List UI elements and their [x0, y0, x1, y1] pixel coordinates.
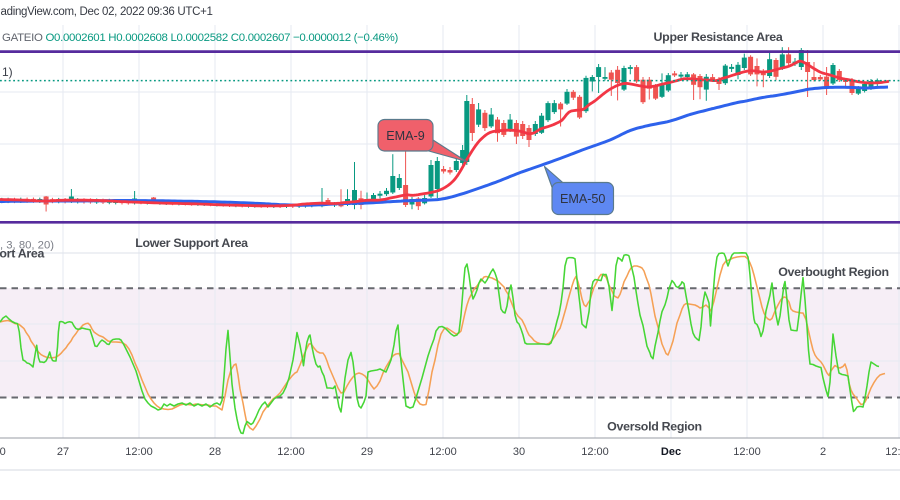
svg-text:2: 2	[820, 446, 826, 458]
svg-text:12:00: 12:00	[0, 446, 6, 458]
svg-text:12:00: 12:00	[581, 446, 609, 458]
svg-text:12:00: 12:00	[733, 446, 761, 458]
svg-text:12:00: 12:00	[125, 446, 153, 458]
svg-text:Lower Support Area: Lower Support Area	[135, 236, 248, 250]
svg-text:27: 27	[57, 446, 69, 458]
svg-text:28: 28	[209, 446, 221, 458]
svg-text:12:00: 12:00	[885, 446, 900, 458]
svg-text:Overbought Region: Overbought Region	[778, 265, 889, 279]
svg-text:29: 29	[361, 446, 373, 458]
svg-text:30: 30	[513, 446, 525, 458]
svg-text:1): 1)	[2, 65, 13, 79]
svg-text:adingView.com, Dec 02, 2022 09: adingView.com, Dec 02, 2022 09:36 UTC+1	[1, 6, 213, 18]
svg-text:EMA-50: EMA-50	[560, 192, 606, 206]
svg-text:Dec: Dec	[661, 446, 681, 458]
svg-text:12:00: 12:00	[429, 446, 457, 458]
svg-text:Upper Resistance Area: Upper Resistance Area	[654, 30, 783, 44]
svg-text:12:00: 12:00	[277, 446, 305, 458]
svg-text:EMA-9: EMA-9	[386, 129, 425, 143]
svg-text:, 3, 80, 20): , 3, 80, 20)	[0, 240, 54, 252]
svg-text:Oversold Region: Oversold Region	[607, 420, 702, 434]
svg-text:GATEIO O0.0002601 H0.0002608 L: GATEIO O0.0002601 H0.0002608 L0.0002582 …	[2, 32, 398, 44]
svg-text:Lower Support Area: Lower Support Area	[0, 247, 44, 261]
